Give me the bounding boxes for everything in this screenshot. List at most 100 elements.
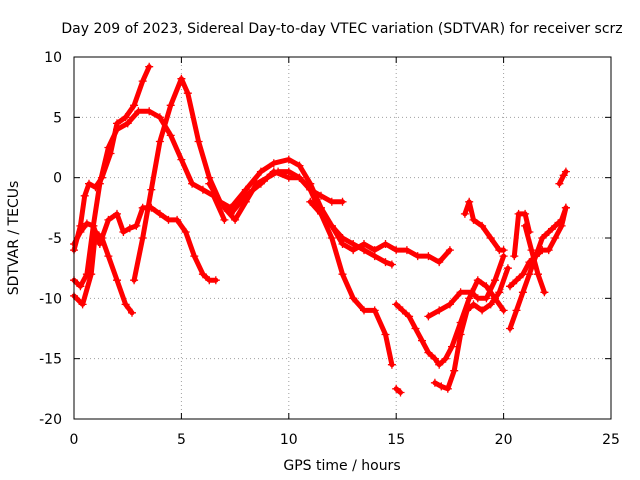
data-point <box>284 155 293 164</box>
data-point <box>463 306 472 315</box>
data-point <box>521 209 530 218</box>
data-point <box>527 246 536 255</box>
data-point <box>190 252 199 261</box>
data-point <box>418 336 426 345</box>
x-tick-label: 20 <box>495 432 513 448</box>
data-point <box>183 89 192 98</box>
data-point <box>456 330 465 339</box>
y-tick-label: 0 <box>53 171 62 187</box>
data-point <box>220 215 229 224</box>
data-point <box>87 270 96 279</box>
data-point <box>252 179 261 188</box>
data-point <box>269 159 278 168</box>
data-point <box>134 107 143 116</box>
data-point <box>392 384 401 393</box>
data-point <box>561 167 570 176</box>
data-point <box>317 209 325 218</box>
data-point <box>538 234 547 242</box>
x-tick-label: 0 <box>70 432 79 448</box>
data-point <box>544 228 553 236</box>
tick-labels: 0 5 10 15 20 25 -20 -15 -10 -5 0 5 10 <box>39 50 620 448</box>
data-point <box>295 161 304 170</box>
data-point <box>130 276 139 285</box>
data-point <box>396 388 405 397</box>
data-point <box>503 264 512 273</box>
x-tick-label: 15 <box>387 432 405 448</box>
data-point <box>435 258 444 267</box>
data-point <box>145 107 154 116</box>
data-point <box>306 197 315 206</box>
data-point <box>360 240 368 248</box>
data-point <box>113 125 121 134</box>
data-point <box>448 342 456 351</box>
data-point <box>263 173 272 182</box>
data-point <box>306 185 315 194</box>
data-point <box>145 62 154 71</box>
data-point <box>495 288 504 297</box>
data-point <box>387 260 396 269</box>
data-point <box>138 77 147 86</box>
data-point <box>138 203 147 212</box>
data-point <box>486 300 495 309</box>
data-point <box>499 306 508 315</box>
data-point <box>256 167 265 176</box>
data-point <box>97 234 106 242</box>
data-point <box>512 276 521 285</box>
data-point <box>555 179 564 188</box>
data-point <box>128 308 136 317</box>
data-point <box>450 366 459 375</box>
data-point <box>360 306 368 315</box>
data-point <box>473 294 482 303</box>
data-point <box>544 246 553 255</box>
data-point <box>82 219 91 228</box>
data-point <box>198 185 207 194</box>
plot-frame <box>73 56 612 420</box>
data-point <box>473 276 482 285</box>
data-point <box>338 240 347 248</box>
data-point <box>231 215 240 224</box>
data-point <box>405 312 414 321</box>
data-point <box>327 234 336 242</box>
data-point <box>435 360 444 369</box>
data-point <box>518 288 527 297</box>
data-point <box>445 300 454 309</box>
data-point <box>155 137 164 146</box>
x-tick-label: 10 <box>280 432 298 448</box>
data-point <box>381 240 390 248</box>
data-point <box>392 300 401 309</box>
data-point <box>123 119 132 128</box>
data-point <box>121 300 130 309</box>
data-point <box>478 306 487 315</box>
data-point <box>85 179 93 188</box>
series-track-4 <box>70 228 136 317</box>
data-point <box>138 234 147 242</box>
data-point <box>155 209 164 218</box>
data-point <box>482 282 491 291</box>
y-tick-label: -15 <box>39 352 62 368</box>
series-line <box>556 169 569 187</box>
data-point <box>295 173 304 182</box>
data-point <box>132 221 141 230</box>
x-tick-label: 25 <box>602 432 620 448</box>
data-point <box>155 113 164 122</box>
data-point <box>557 215 566 224</box>
data-point <box>398 306 407 315</box>
data-point <box>430 354 439 363</box>
data-point <box>387 360 396 369</box>
data-point <box>534 270 542 279</box>
data-point <box>540 288 549 297</box>
data-point <box>381 330 390 339</box>
data-point <box>478 221 487 230</box>
data-point <box>435 306 444 315</box>
y-tick-label: -10 <box>39 291 62 307</box>
data-point <box>518 270 527 279</box>
data-point <box>456 288 465 297</box>
chart-title: Day 209 of 2023, Sidereal Day-to-day VTE… <box>61 21 622 37</box>
data-point <box>211 276 220 285</box>
series-track-10 <box>430 264 512 393</box>
data-point <box>125 224 134 233</box>
data-point <box>274 167 283 176</box>
data-point <box>349 246 358 255</box>
data-point <box>91 228 100 236</box>
